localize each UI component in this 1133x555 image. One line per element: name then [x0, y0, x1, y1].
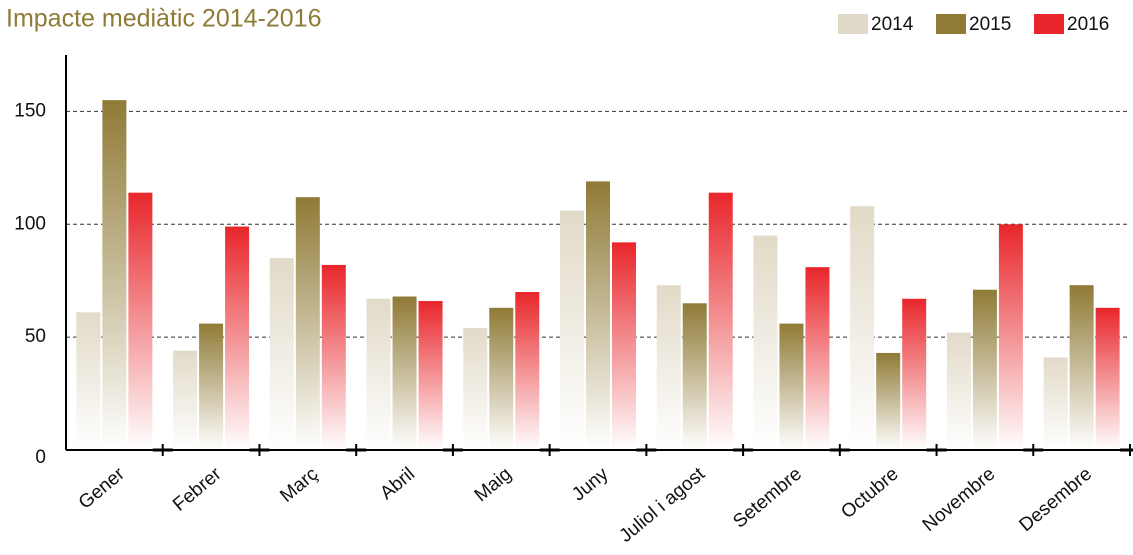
bar — [321, 264, 346, 450]
bar — [876, 352, 901, 450]
x-tick-label: Gener — [75, 463, 129, 513]
x-tick-label: Octubre — [837, 464, 902, 524]
bar — [128, 192, 153, 450]
bar — [753, 235, 778, 450]
legend-swatch — [936, 14, 966, 34]
bar — [418, 301, 443, 450]
bar — [998, 224, 1023, 450]
bar — [586, 181, 610, 450]
bar — [199, 323, 224, 450]
bar — [850, 206, 875, 450]
bar — [515, 292, 540, 450]
x-tick-label: Desembre — [1015, 464, 1096, 536]
x-tick-label: Maig — [471, 464, 516, 507]
x-tick-label: Abril — [376, 464, 419, 505]
bar — [656, 285, 681, 450]
y-tick-label: 50 — [25, 326, 46, 347]
legend-label: 2014 — [871, 14, 914, 35]
bar — [708, 192, 733, 450]
y-tick-label: 0 — [35, 447, 46, 468]
bar — [173, 350, 198, 450]
legend-label: 2016 — [1067, 14, 1109, 35]
bar — [779, 323, 804, 450]
chart-title: Impacte mediàtic 2014-2016 — [6, 5, 321, 33]
bar — [489, 307, 514, 450]
bar — [682, 303, 707, 450]
bar — [102, 100, 127, 451]
legend-label: 2015 — [969, 14, 1011, 35]
bar — [805, 267, 830, 450]
x-tick-label: Juny — [568, 463, 613, 505]
legend-swatch — [1034, 14, 1064, 34]
bar — [972, 289, 997, 450]
y-tick-label: 150 — [14, 100, 46, 121]
bar — [463, 328, 488, 450]
bar — [612, 242, 636, 450]
bar — [1043, 357, 1068, 450]
bar — [295, 197, 320, 450]
x-tick-label: Febrer — [169, 463, 226, 515]
bar — [269, 258, 294, 450]
y-tick-label: 100 — [14, 213, 46, 234]
bar — [392, 296, 417, 450]
bar — [76, 312, 101, 450]
bar — [1069, 285, 1094, 450]
bar — [560, 210, 584, 450]
bar — [946, 332, 971, 450]
bar — [366, 298, 391, 450]
x-tick-label: Març — [276, 464, 322, 507]
bar — [1095, 307, 1120, 450]
x-tick-label: Novembre — [919, 464, 1000, 536]
x-tick-label: Juliol i agost — [616, 463, 710, 547]
bar — [225, 226, 250, 450]
x-tick-label: Setembre — [729, 464, 806, 533]
bar — [902, 298, 927, 450]
legend-swatch — [838, 14, 868, 34]
